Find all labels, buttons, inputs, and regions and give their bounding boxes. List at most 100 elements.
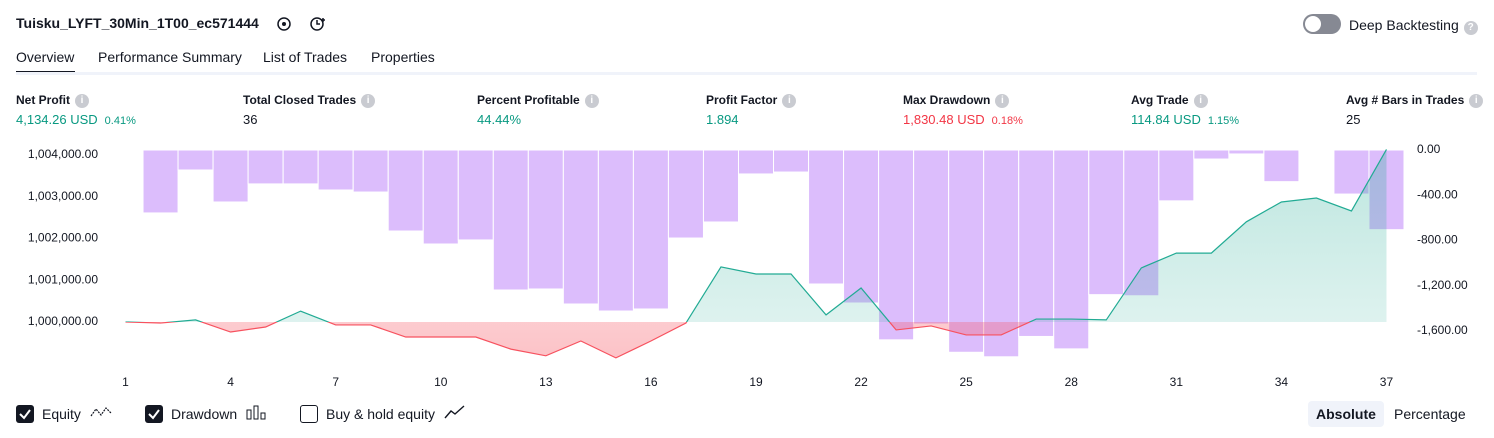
legend-icon xyxy=(89,404,113,424)
tab-rule xyxy=(16,72,1477,75)
drawdown-bar xyxy=(212,149,249,203)
info-icon: i xyxy=(1469,94,1484,108)
tab[interactable]: Properties xyxy=(371,49,435,65)
info-icon: i xyxy=(361,94,376,108)
drawdown-bar xyxy=(1298,149,1335,152)
checkbox[interactable] xyxy=(16,405,34,423)
drawdown-bar xyxy=(1263,149,1300,183)
legend-label: Equity xyxy=(42,406,81,422)
x-tick-label: 7 xyxy=(332,375,339,389)
y2-tick-label: -1,200.00 xyxy=(1417,278,1468,292)
legend-label: Buy & hold equity xyxy=(326,406,435,422)
label: Avg # Bars in Trades xyxy=(1346,93,1465,107)
legend-icon xyxy=(245,404,269,424)
drawdown-bar xyxy=(632,149,669,310)
value: 114.84 USD xyxy=(1131,112,1201,127)
drawdown-bar xyxy=(1158,149,1195,202)
deep-backtesting-toggle[interactable] xyxy=(1303,14,1341,34)
tab[interactable]: List of Trades xyxy=(263,49,348,65)
checkbox[interactable] xyxy=(300,405,318,423)
tab[interactable]: Performance Summary xyxy=(98,49,242,65)
percent: 0.41% xyxy=(104,115,136,127)
value: 44.44% xyxy=(477,112,522,127)
label: Profit Factor xyxy=(706,93,778,107)
label: Deep Backtesting xyxy=(1349,17,1459,33)
drawdown-bar xyxy=(387,149,424,232)
metric-value: 1,830.48 USD 0.18% xyxy=(903,112,1023,127)
info-icon: i xyxy=(75,94,89,108)
x-tick-label: 16 xyxy=(644,375,658,389)
drawdown-bar xyxy=(562,149,599,305)
drawdown-bar xyxy=(107,149,144,152)
y2-tick-label: -800.00 xyxy=(1417,233,1458,247)
x-tick-label: 31 xyxy=(1170,375,1184,389)
legend-icon xyxy=(443,404,467,424)
legend-item[interactable]: Equity xyxy=(16,404,113,424)
x-tick-label: 4 xyxy=(227,375,234,389)
percent: 1.15% xyxy=(1207,115,1240,127)
metric-value: 114.84 USD 1.15% xyxy=(1131,112,1239,127)
y-tick-label: 1,003,000.00 xyxy=(28,189,98,203)
equity-area-negative xyxy=(125,321,1030,358)
metric-label: Percent Profitable i xyxy=(477,93,599,108)
drawdown-bar xyxy=(247,149,284,185)
y-tick-label: 1,001,000.00 xyxy=(28,272,98,286)
value: 4,134.26 USD xyxy=(16,112,98,127)
equity-line-positive xyxy=(125,149,1388,322)
scale-button[interactable]: Absolute xyxy=(1308,401,1384,427)
legend-item[interactable]: Buy & hold equity xyxy=(300,404,467,424)
drawdown-bar xyxy=(142,149,179,214)
metric: Total Closed Trades i 36 xyxy=(243,93,376,127)
metric-label: Avg # Bars in Trades i xyxy=(1346,93,1484,108)
info-icon: i xyxy=(995,94,1010,108)
label: Net Profit xyxy=(16,93,70,107)
label: Avg Trade xyxy=(1131,93,1189,107)
drawdown-bar xyxy=(737,149,775,175)
metric: Avg # Bars in Trades i 25 xyxy=(1346,93,1484,127)
drawdown-bar xyxy=(773,149,810,173)
drawdown-bar xyxy=(527,149,564,290)
x-tick-label: 19 xyxy=(749,375,763,389)
metric-value: 44.44% xyxy=(477,112,599,127)
metric: Net Profit i 4,134.26 USD 0.41% xyxy=(16,93,136,127)
y2-tick-label: -1,600.00 xyxy=(1417,323,1468,337)
metric: Profit Factor i 1.894 xyxy=(706,93,797,127)
drawdown-bar xyxy=(702,149,739,223)
scale-button[interactable]: Percentage xyxy=(1394,406,1466,422)
metric-value: 36 xyxy=(243,112,375,127)
equity-line-negative xyxy=(125,321,1032,359)
metric: Percent Profitable i 44.44% xyxy=(477,93,599,127)
x-tick-label: 10 xyxy=(434,375,448,389)
x-tick-label: 34 xyxy=(1275,375,1289,389)
drawdown-bar xyxy=(352,149,389,193)
equity-area-positive xyxy=(125,149,1387,322)
drawdown-bar xyxy=(177,149,214,171)
deep-backtesting-label: Deep Backtesting? xyxy=(1349,17,1478,35)
drawdown-bar xyxy=(1088,149,1125,296)
strategy-title: Tuisku_LYFT_30Min_1T00_ec571444 xyxy=(16,15,259,31)
info-icon: i xyxy=(782,94,797,108)
y-tick-label: 1,002,000.00 xyxy=(28,231,98,245)
metric-label: Max Drawdown i xyxy=(903,93,1023,108)
metric-label: Total Closed Trades i xyxy=(243,93,376,108)
metric-label: Net Profit i xyxy=(16,93,136,108)
y-tick-label: 1,004,000.00 xyxy=(28,147,98,161)
drawdown-bar xyxy=(597,149,634,312)
y2-tick-label: -400.00 xyxy=(1417,187,1458,201)
x-tick-label: 37 xyxy=(1380,375,1394,389)
checkbox[interactable] xyxy=(145,405,163,423)
x-tick-label: 28 xyxy=(1065,375,1079,389)
x-tick-label: 25 xyxy=(959,375,973,389)
label: Percent Profitable xyxy=(477,93,580,107)
metric: Max Drawdown i 1,830.48 USD 0.18% xyxy=(903,93,1023,127)
legend-item[interactable]: Drawdown xyxy=(145,404,269,424)
percent: 0.18% xyxy=(991,115,1023,127)
value: 1.894 xyxy=(706,112,739,127)
tab[interactable]: Overview xyxy=(16,49,75,65)
metric-label: Profit Factor i xyxy=(706,93,797,108)
drawdown-bar xyxy=(282,149,319,185)
header-icons[interactable] xyxy=(274,14,334,34)
chart: 1,000,000.00 1,001,000.00 1,002,000.00 1,00… xyxy=(28,142,1468,389)
info-icon: i xyxy=(1193,94,1208,108)
